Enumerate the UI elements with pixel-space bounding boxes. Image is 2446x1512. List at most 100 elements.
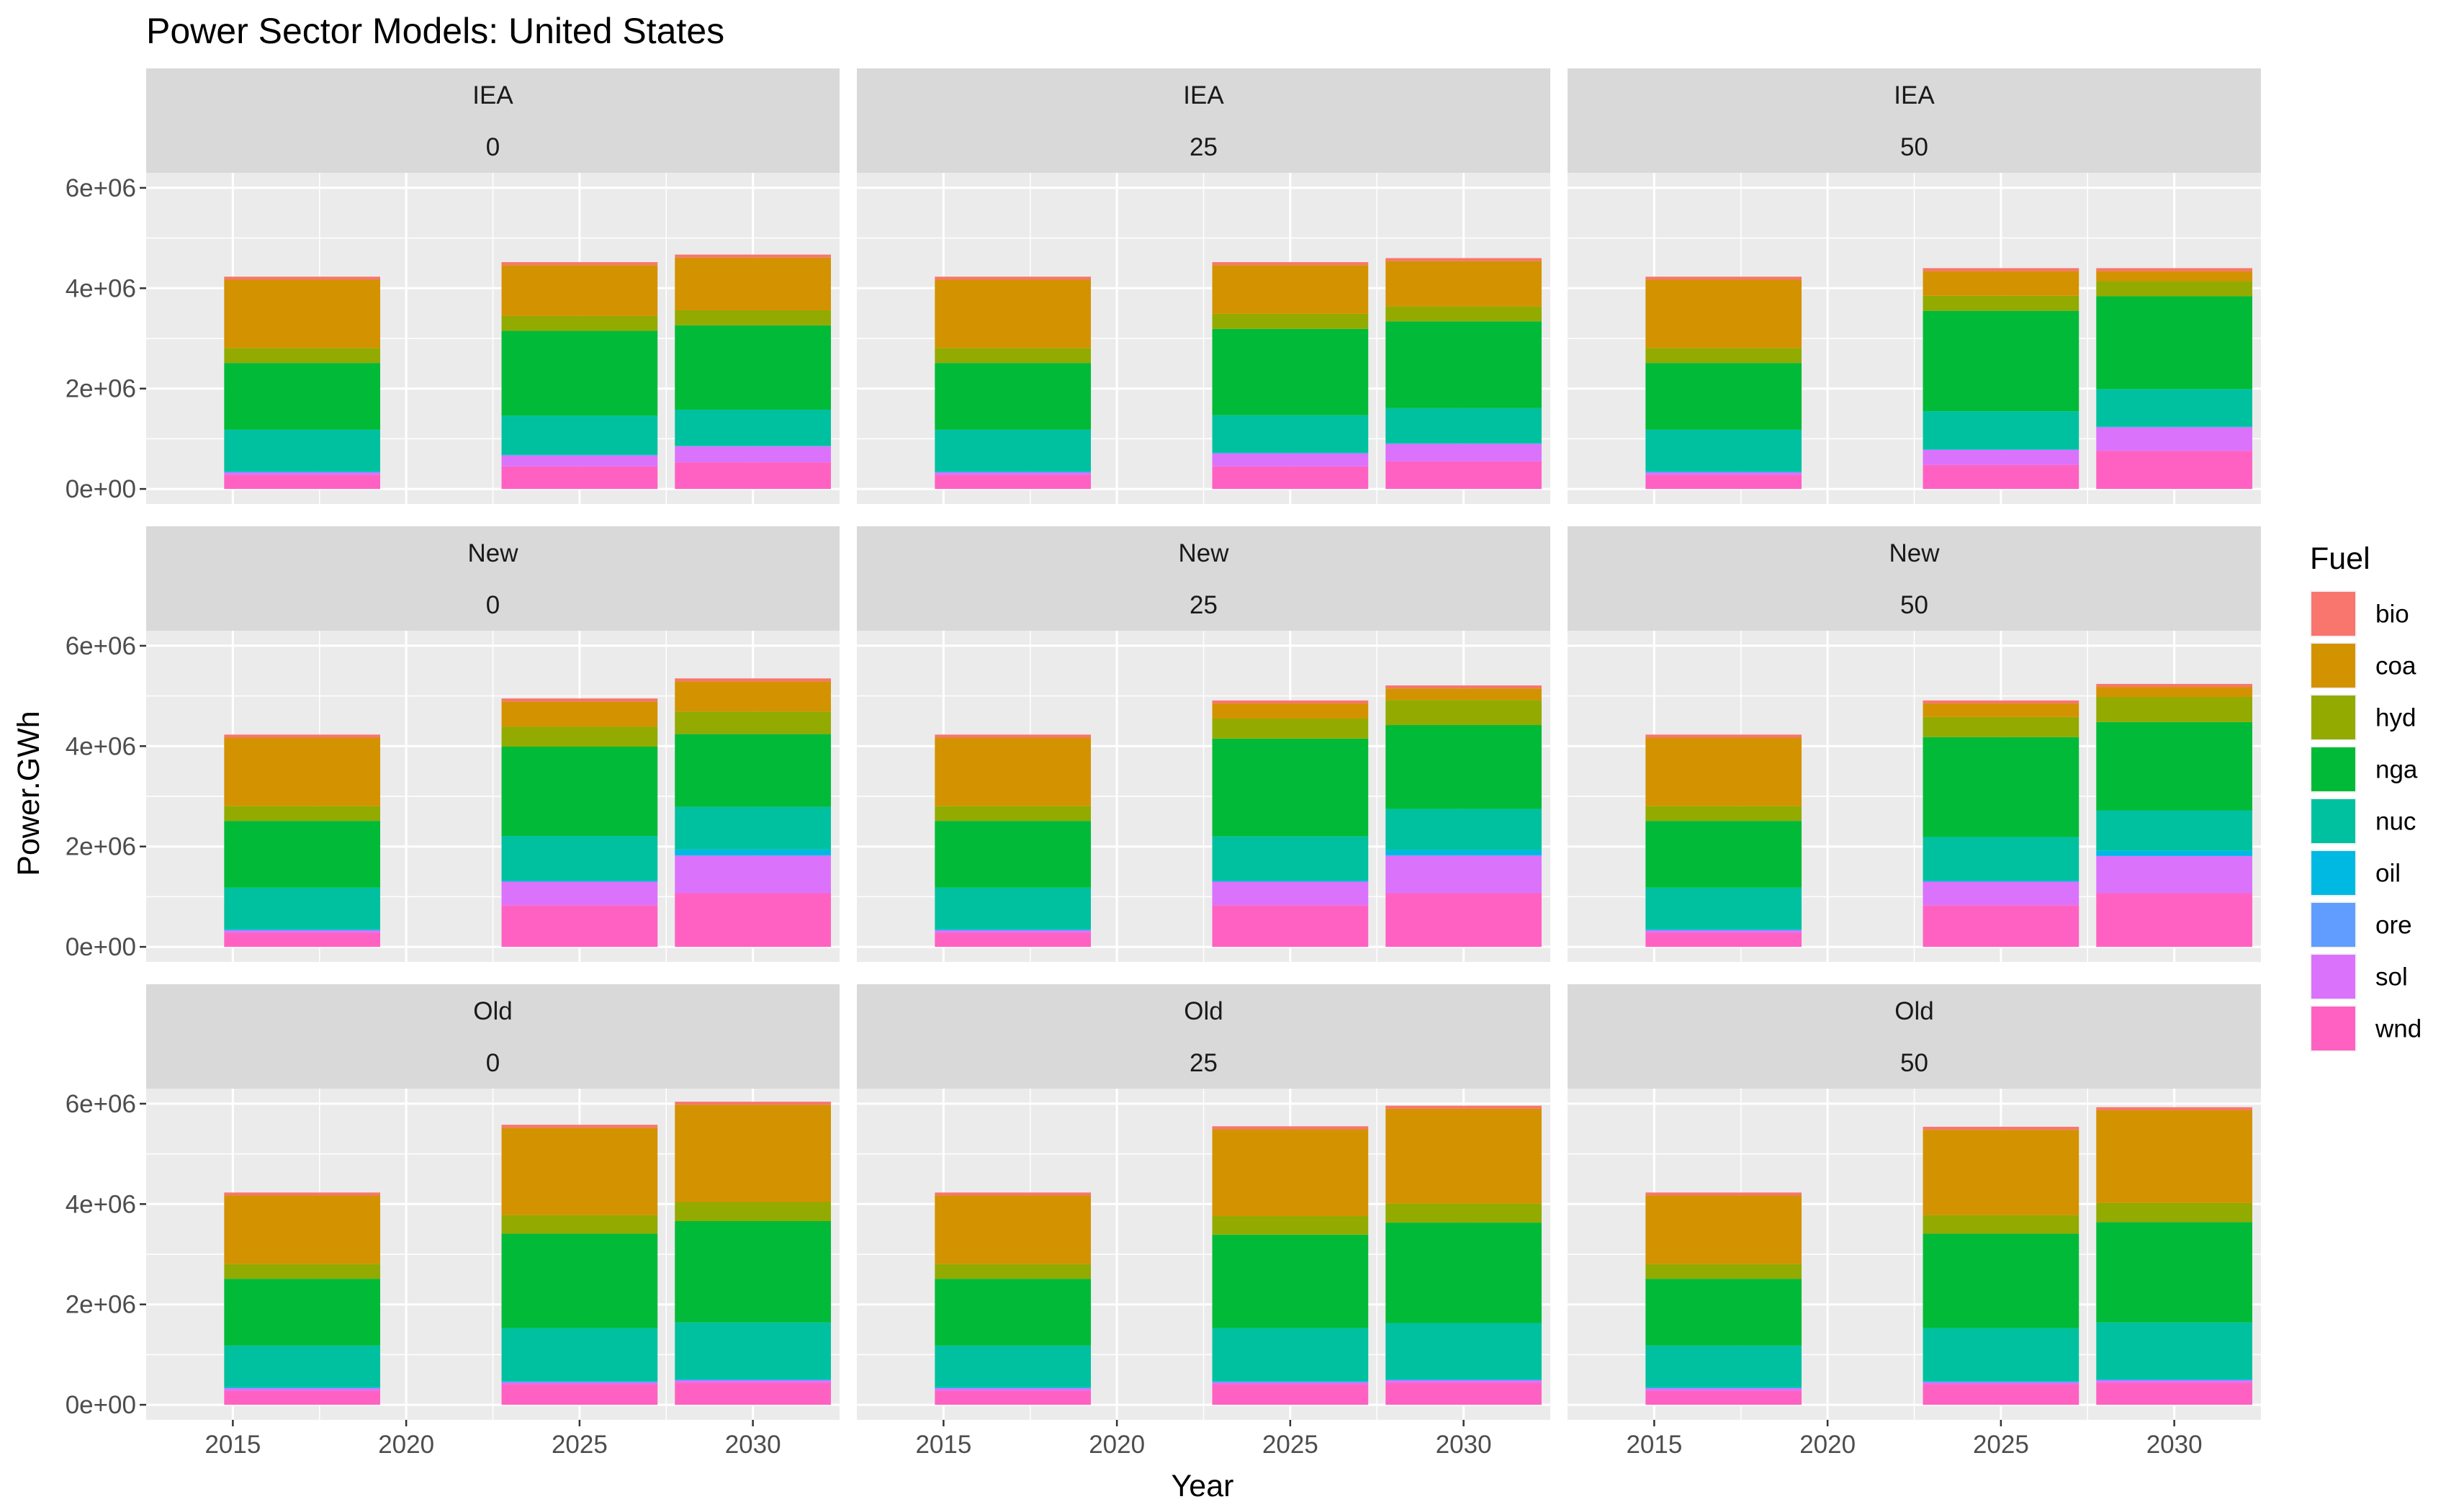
bar-segment-nga-2030	[675, 734, 831, 807]
bar-segment-bio-2030	[2096, 683, 2252, 688]
bar-segment-wnd-2030	[1385, 893, 1542, 948]
facet-panel-old-50: Old 50 2015 2020 2025 2030	[1568, 984, 2261, 1459]
bar-segment-wnd-2025	[1923, 1384, 2079, 1405]
bar-segment-bio-2030	[675, 678, 831, 682]
x-tick-label: 2020	[1089, 1431, 1145, 1459]
bar-segment-hyd-2025	[1212, 718, 1369, 739]
bar-segment-nga-2017	[1645, 821, 1802, 888]
x-tick-label: 2030	[1436, 1431, 1492, 1459]
facet-strip	[857, 68, 1550, 173]
bar-segment-wnd-2025	[501, 1384, 658, 1405]
bar-segment-oil-2025	[1923, 1381, 2079, 1382]
bar-segment-nga-2030	[675, 1221, 831, 1323]
bar-segment-nga-2025	[1212, 328, 1369, 415]
legend-key-bio	[2311, 592, 2355, 636]
bar-segment-nga-2030	[2096, 296, 2252, 390]
y-tick-label: 0e+00	[66, 1391, 136, 1419]
facet-strip-model-label: New	[467, 539, 518, 567]
bar-segment-sol-2017	[935, 1388, 1092, 1391]
x-axis-title: Year	[1172, 1469, 1234, 1503]
bar-segment-sol-2017	[224, 930, 381, 933]
x-tick-label: 2030	[2146, 1431, 2203, 1459]
bar-segment-wnd-2030	[2096, 451, 2252, 490]
facet-panel-iea-0: IEA 0 0e+00 2e+06 4e+06 6e+06	[66, 68, 840, 504]
legend-key-oil	[2311, 851, 2355, 895]
y-tick-label: 2e+06	[66, 1291, 136, 1319]
bar-segment-hyd-2017	[1645, 806, 1802, 822]
bar-segment-wnd-2030	[675, 462, 831, 490]
bar-segment-hyd-2025	[501, 315, 658, 331]
facet-strip-scenario-label: 25	[1190, 133, 1218, 161]
bar-segment-sol-2030	[1385, 444, 1542, 462]
bar-segment-hyd-2017	[224, 348, 381, 364]
bar-segment-nuc-2030	[1385, 408, 1542, 444]
bar-segment-hyd-2030	[2096, 697, 2252, 722]
bar-segment-nga-2025	[1923, 1233, 2079, 1328]
bar-segment-bio-2025	[1212, 700, 1369, 704]
bar-segment-hyd-2025	[1923, 716, 2079, 737]
x-tick-label: 2020	[1799, 1431, 1856, 1459]
y-tick-label: 2e+06	[66, 833, 136, 861]
bar-segment-wnd-2025	[1212, 466, 1369, 490]
bar-segment-coa-2017	[1645, 279, 1802, 348]
bar-segment-hyd-2030	[2096, 1202, 2252, 1223]
legend-key-coa	[2311, 644, 2355, 688]
bar-segment-wnd-2025	[1923, 905, 2079, 948]
bar-segment-hyd-2025	[501, 726, 658, 747]
bar-segment-oil-2017	[224, 1387, 381, 1389]
bar-segment-hyd-2017	[1645, 348, 1802, 364]
bar-segment-nga-2025	[501, 330, 658, 416]
bar-segment-nuc-2017	[224, 887, 381, 930]
bar-segment-wnd-2017	[224, 474, 381, 490]
legend-label-nga: nga	[2375, 756, 2418, 784]
bar-segment-sol-2017	[224, 1388, 381, 1391]
bar-segment-bio-2030	[1385, 258, 1542, 261]
bar-segment-coa-2030	[2096, 687, 2252, 697]
bar-segment-coa-2030	[2096, 1110, 2252, 1203]
bar-segment-nuc-2030	[675, 1322, 831, 1380]
bar-segment-oil-2017	[1645, 1387, 1802, 1389]
facet-strip-scenario-label: 50	[1900, 133, 1928, 161]
bar-segment-coa-2017	[1645, 1195, 1802, 1264]
bar-segment-hyd-2025	[1212, 313, 1369, 329]
bar-segment-coa-2030	[675, 1104, 831, 1202]
bar-segment-coa-2025	[1212, 703, 1369, 719]
legend: Fuel bio coa hyd nga nuc oil ore sol wnd	[2310, 541, 2422, 1052]
facet-strip	[1568, 526, 2261, 631]
facet-strip	[1568, 68, 2261, 173]
legend-label-sol: sol	[2375, 963, 2408, 991]
bar-segment-nuc-2025	[1212, 836, 1369, 881]
bar-segment-hyd-2017	[224, 806, 381, 822]
facet-strip-scenario-label: 50	[1900, 1049, 1928, 1077]
bar-segment-nga-2025	[1212, 738, 1369, 837]
bar-segment-bio-2017	[224, 1192, 381, 1196]
bar-segment-coa-2017	[935, 737, 1092, 806]
bar-segment-coa-2017	[1645, 737, 1802, 806]
bar-segment-sol-2017	[935, 472, 1092, 475]
bar-segment-bio-2030	[1385, 1105, 1542, 1109]
legend-title: Fuel	[2310, 541, 2370, 576]
bar-segment-coa-2017	[224, 1195, 381, 1264]
y-tick-label: 2e+06	[66, 375, 136, 403]
bar-segment-nuc-2030	[675, 806, 831, 850]
facet-panel-new-25: New 25	[857, 526, 1550, 962]
bar-segment-hyd-2030	[1385, 1203, 1542, 1223]
x-tick-label: 2030	[725, 1431, 781, 1459]
bar-segment-bio-2025	[1212, 1126, 1369, 1130]
bar-segment-hyd-2025	[1923, 1215, 2079, 1234]
bar-segment-sol-2017	[935, 930, 1092, 933]
bar-segment-nga-2030	[2096, 1222, 2252, 1323]
y-tick-label: 0e+00	[66, 933, 136, 961]
bar-segment-nuc-2025	[501, 1328, 658, 1382]
bar-segment-hyd-2017	[935, 348, 1092, 364]
bar-segment-nga-2025	[1923, 737, 2079, 837]
bar-segment-oil-2025	[1212, 452, 1369, 454]
bar-segment-nga-2017	[224, 1279, 381, 1346]
bar-segment-sol-2017	[1645, 930, 1802, 933]
bar-segment-coa-2030	[1385, 1108, 1542, 1204]
bar-segment-bio-2030	[1385, 685, 1542, 689]
bar-segment-coa-2025	[501, 1128, 658, 1215]
bar-segment-nga-2025	[501, 1233, 658, 1328]
bar-segment-sol-2030	[2096, 427, 2252, 451]
